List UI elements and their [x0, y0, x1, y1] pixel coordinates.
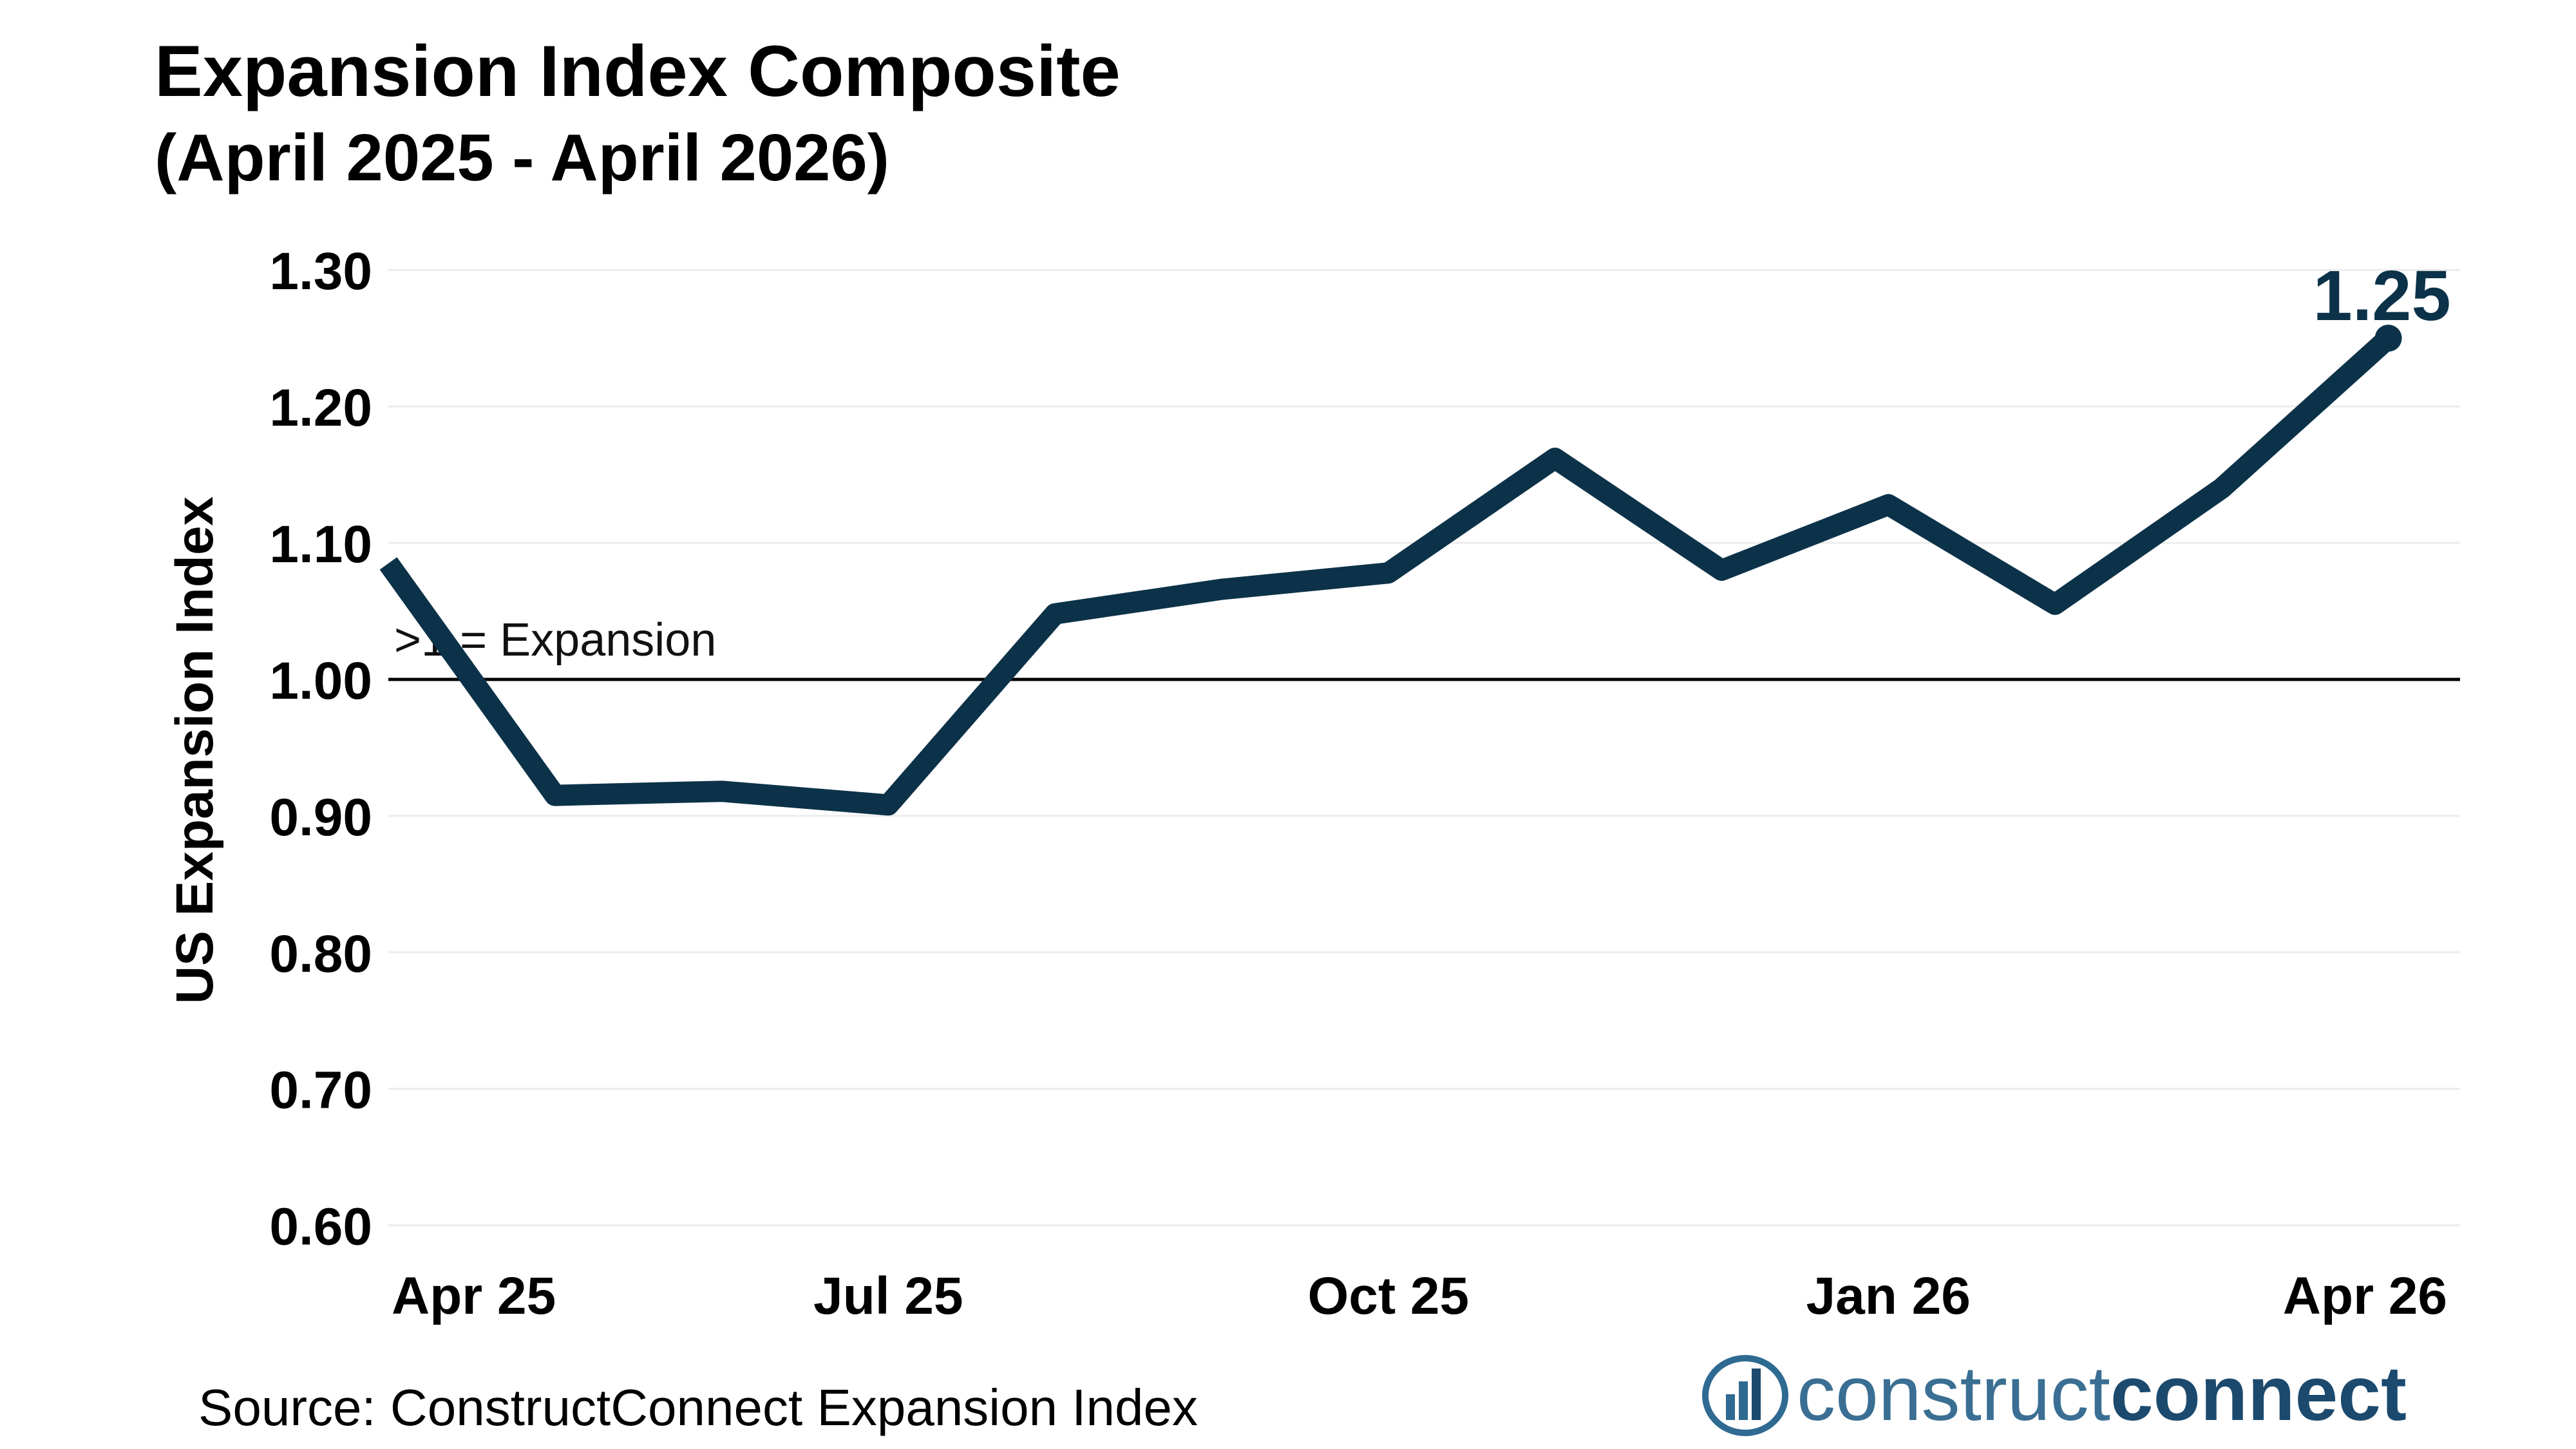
y-tick-label: 0.90	[269, 788, 372, 847]
series-layer	[379, 325, 2402, 816]
series-line	[379, 330, 2396, 816]
x-tick-label: Apr 26	[2283, 1267, 2447, 1325]
source-note: Source: ConstructConnect Expansion Index	[198, 1379, 1198, 1436]
y-axis-title: US Expansion Index	[166, 497, 224, 1004]
building-icon	[1702, 1355, 1788, 1436]
grid-lines	[388, 269, 2460, 1227]
x-axis-ticks: Apr 25 Jul 25 Oct 25 Jan 26 Apr 26	[392, 1267, 2447, 1325]
logo-text-bold: connect	[2110, 1350, 2407, 1437]
x-tick-label: Jul 25	[813, 1267, 963, 1325]
y-tick-label: 1.20	[269, 379, 372, 437]
end-value-label: 1.25	[2313, 256, 2451, 336]
logo-text-light: construct	[1797, 1350, 2110, 1437]
constructconnect-logo: constructconnect	[1702, 1350, 2407, 1437]
y-tick-label: 0.80	[269, 925, 372, 983]
y-tick-label: 1.00	[269, 652, 372, 710]
chart-title: Expansion Index Composite	[155, 31, 1121, 111]
x-tick-label: Apr 25	[392, 1267, 556, 1325]
y-tick-label: 1.30	[269, 242, 372, 301]
y-tick-label: 0.70	[269, 1061, 372, 1120]
logo-wordmark: constructconnect	[1797, 1350, 2407, 1437]
y-axis-ticks: 0.60 0.70 0.80 0.90 1.00 1.10 1.20 1.30	[269, 242, 372, 1256]
y-tick-label: 1.10	[269, 515, 372, 574]
x-tick-label: Oct 25	[1307, 1267, 1469, 1325]
y-tick-label: 0.60	[269, 1198, 372, 1256]
x-tick-label: Jan 26	[1806, 1267, 1971, 1325]
end-point-marker	[2374, 325, 2402, 352]
chart-subtitle: (April 2025 - April 2026)	[155, 120, 890, 194]
